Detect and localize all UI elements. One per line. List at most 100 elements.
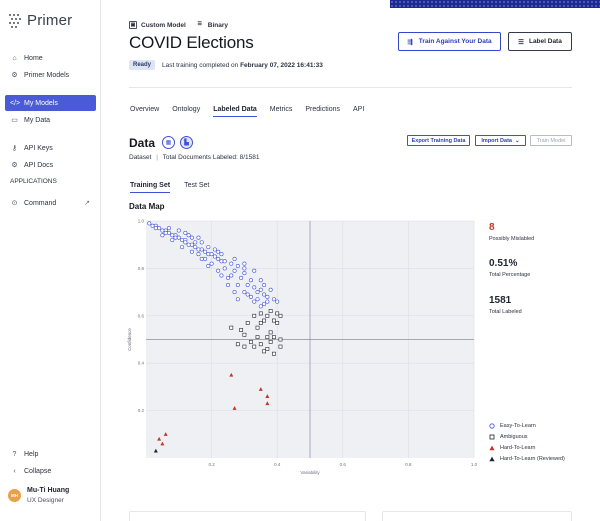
data-point-ambiguous (242, 332, 247, 337)
data-point-hard (265, 394, 270, 398)
chart-icon: ▙ (184, 140, 189, 146)
tab-labeled-data[interactable]: Labeled Data (213, 106, 257, 117)
external-link-icon: ↗ (84, 200, 90, 207)
legend-item-ambiguous[interactable]: Ambiguous (489, 431, 565, 442)
data-point-ambiguous (265, 347, 270, 351)
tab-predictions[interactable]: Predictions (305, 106, 340, 113)
tab-ontology[interactable]: Ontology (172, 106, 201, 113)
grid-icon: ▦ (165, 140, 172, 146)
data-point-easy (206, 264, 211, 269)
x-tick-label: 0.2 (208, 462, 215, 467)
legend-item-hard[interactable]: Hard-To-Learn (489, 442, 565, 453)
data-point-easy (258, 278, 263, 283)
export-training-data-button[interactable]: Export Training Data (407, 135, 470, 146)
data-point-easy (183, 230, 188, 235)
x-axis-label: Variability (300, 470, 320, 475)
data-point-easy (216, 268, 221, 273)
data-point-easy (189, 249, 194, 254)
y-tick-label: 0.8 (138, 266, 145, 271)
help-link[interactable]: ? Help (5, 446, 96, 462)
tab-test-set[interactable]: Test Set (184, 182, 210, 189)
tab-overview[interactable]: Overview (130, 106, 160, 113)
tab-metrics[interactable]: Metrics (269, 106, 293, 113)
x-tick-label: 0.6 (340, 462, 347, 467)
data-point-hard (258, 387, 263, 391)
data-point-easy (206, 245, 211, 250)
bottom-card-left (129, 511, 366, 521)
data-point-ambiguous (272, 318, 276, 323)
sidebar-item-primer-models[interactable]: ⚙ Primer Models (5, 67, 96, 83)
header-banner-decoration (390, 0, 600, 8)
sidebar-item-home[interactable]: ⌂ Home (5, 50, 96, 66)
data-point-easy (268, 287, 273, 292)
sidebar-item-label: API Keys (24, 144, 53, 152)
data-point-easy (239, 275, 244, 280)
tab-training-set[interactable]: Training Set (130, 182, 171, 193)
legend-item-reviewed[interactable]: Hard-To-Learn (Reviewed) (489, 453, 565, 464)
data-point-ambiguous (268, 339, 273, 344)
sidebar-item-label: API Docs (24, 161, 54, 169)
data-section-title: Data (129, 136, 156, 150)
legend-label: Hard-To-Learn (Reviewed) (500, 455, 565, 462)
list-icon: ☰ (197, 21, 203, 27)
data-point-easy (166, 230, 171, 235)
data-point-ambiguous (229, 325, 234, 330)
data-point-easy (193, 245, 198, 250)
data-point-ambiguous (265, 313, 270, 318)
model-tabs: Overview Ontology Labeled Data Metrics P… (130, 106, 377, 117)
circle-marker-icon (489, 422, 495, 429)
data-point-ambiguous (278, 313, 283, 318)
data-point-easy (235, 297, 240, 302)
data-point-easy (226, 282, 231, 287)
data-point-easy (199, 240, 204, 245)
documents-labeled: Total Documents Labeled: 8/1581 (162, 154, 260, 161)
data-map-chart[interactable]: 0.2 0.4 0.6 0.8 1.0 0.2 0.4 0.6 0.8 1.0 Variabilit… (121, 213, 481, 483)
data-point-easy (242, 271, 247, 276)
command-icon: ⊙ (11, 200, 18, 207)
label-data-button[interactable]: ☰ Label Data (508, 32, 572, 51)
models-icon: ⚙ (11, 72, 18, 79)
tab-api[interactable]: API (353, 106, 365, 113)
sidebar-item-my-data[interactable]: ▭ My Data (5, 112, 96, 128)
code-icon: </> (10, 99, 21, 107)
train-against-data-button[interactable]: ⇶ Train Against Your Data (398, 32, 501, 51)
sidebar-item-api-docs[interactable]: ⚙ API Docs (5, 157, 96, 173)
data-point-ambiguous (278, 337, 283, 342)
data-point-easy (258, 304, 263, 309)
train-model-button[interactable]: Train Model (530, 135, 572, 146)
chart-view-button[interactable]: ▙ (180, 136, 193, 149)
chevron-left-icon: ‹ (13, 467, 16, 475)
data-point-ambiguous (278, 344, 283, 349)
sidebar-nav: ⌂ Home ⚙ Primer Models </> My Models ▭ M… (5, 50, 96, 212)
grid-view-button[interactable]: ▦ (162, 136, 175, 149)
data-point-easy (176, 228, 181, 233)
x-tick-label: 1.0 (471, 462, 478, 467)
percentage-value: 0.51% (489, 258, 518, 269)
data-point-easy (209, 261, 214, 266)
labeled-label: Total Labeled (489, 309, 522, 315)
y-tick-label: 0.4 (138, 361, 145, 366)
collapse-button[interactable]: ‹ Collapse (5, 463, 96, 479)
user-profile[interactable]: MH Mu-Ti Huang UX Designer (8, 487, 69, 504)
primer-logo[interactable]: Primer (9, 12, 72, 29)
data-point-easy (170, 237, 175, 242)
data-point-easy (189, 242, 194, 247)
data-point-easy (265, 294, 270, 299)
data-point-easy (232, 256, 237, 261)
data-point-ambiguous (262, 318, 266, 323)
data-point-easy (248, 278, 253, 283)
data-point-ambiguous (258, 321, 263, 325)
sidebar-item-command[interactable]: ⊙ Command ↗ (5, 195, 96, 211)
sidebar-item-label: Primer Models (24, 71, 70, 79)
legend-item-easy[interactable]: Easy-To-Learn (489, 420, 565, 431)
data-point-easy (275, 299, 280, 304)
y-tick-label: 0.6 (138, 313, 145, 318)
import-data-button[interactable]: Import Data ⌄ (475, 135, 526, 146)
folder-icon: ▭ (11, 117, 18, 124)
data-point-ambiguous (252, 313, 257, 318)
data-point-easy (235, 264, 240, 269)
sidebar-item-api-keys[interactable]: ⚷ API Keys (5, 140, 96, 156)
sidebar-item-my-models[interactable]: </> My Models (5, 95, 96, 111)
data-map-title: Data Map (129, 202, 165, 211)
import-data-label: Import Data (481, 137, 512, 144)
